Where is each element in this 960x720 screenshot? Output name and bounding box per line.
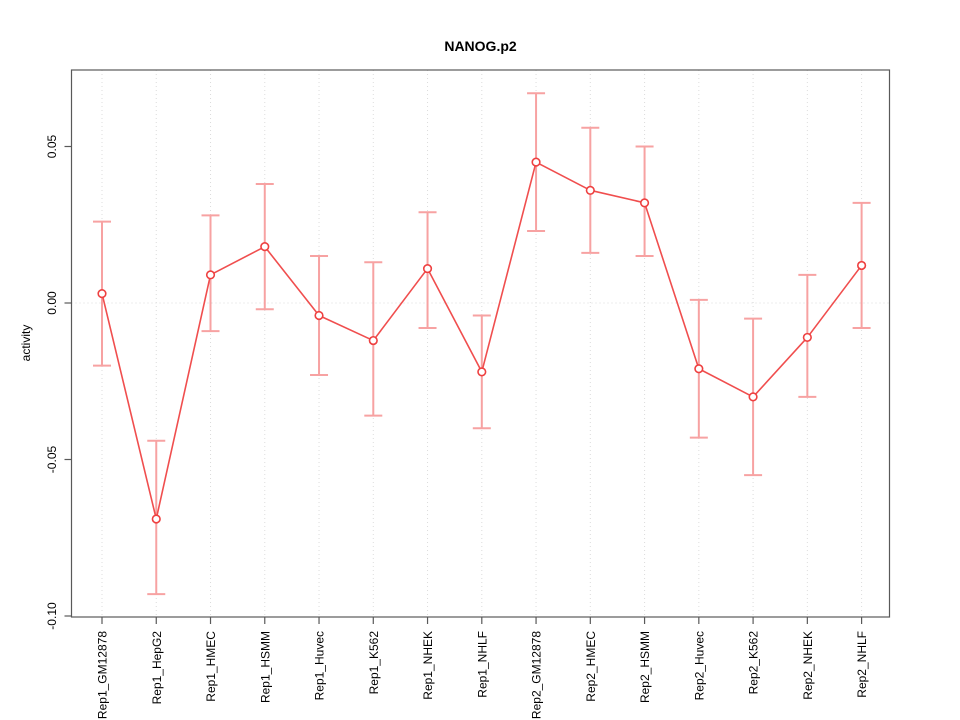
- x-tick-label: Rep1_GM12878: [96, 631, 110, 719]
- data-point: [368, 335, 378, 346]
- data-point: [748, 392, 758, 402]
- x-tick-label: Rep2_HSMM: [638, 631, 652, 703]
- data-point: [531, 157, 541, 167]
- data-point: [477, 367, 487, 377]
- x-tick-label: Rep2_NHLF: [855, 631, 869, 698]
- data-point: [694, 364, 704, 374]
- data-point: [802, 332, 812, 343]
- x-tick-label: Rep1_HepG2: [150, 631, 164, 705]
- data-point: [151, 514, 161, 524]
- data-point: [260, 242, 270, 252]
- y-tick-label: -0.05: [45, 446, 59, 474]
- data-point: [585, 185, 595, 195]
- x-tick-label: Rep2_NHEK: [801, 631, 815, 700]
- y-tick-label: -0.10: [45, 602, 59, 630]
- data-point: [97, 289, 107, 299]
- x-tick-label: Rep1_K562: [367, 631, 381, 695]
- x-tick-label: Rep2_K562: [747, 631, 761, 695]
- data-point: [639, 198, 650, 208]
- y-tick-label: 0.00: [45, 291, 59, 315]
- data-point: [314, 310, 324, 321]
- x-tick-label: Rep1_HSMM: [258, 631, 272, 703]
- y-tick-label: 0.05: [45, 134, 59, 158]
- data-point: [856, 260, 867, 271]
- x-tick-label: Rep1_Huvec: [313, 631, 327, 700]
- x-tick-label: Rep1_NHLF: [475, 631, 489, 698]
- data-point: [422, 263, 433, 274]
- y-axis-label: activity: [19, 324, 33, 362]
- data-point: [205, 270, 216, 280]
- plot-box: [70, 69, 891, 618]
- x-tick-label: Rep2_HMEC: [584, 631, 598, 702]
- chart-title: NANOG.p2: [444, 38, 517, 54]
- x-tick-label: Rep1_NHEK: [421, 631, 435, 700]
- x-tick-label: Rep2_Huvec: [692, 631, 706, 700]
- x-tick-label: Rep2_GM12878: [530, 631, 544, 719]
- x-tick-label: Rep1_HMEC: [204, 631, 218, 702]
